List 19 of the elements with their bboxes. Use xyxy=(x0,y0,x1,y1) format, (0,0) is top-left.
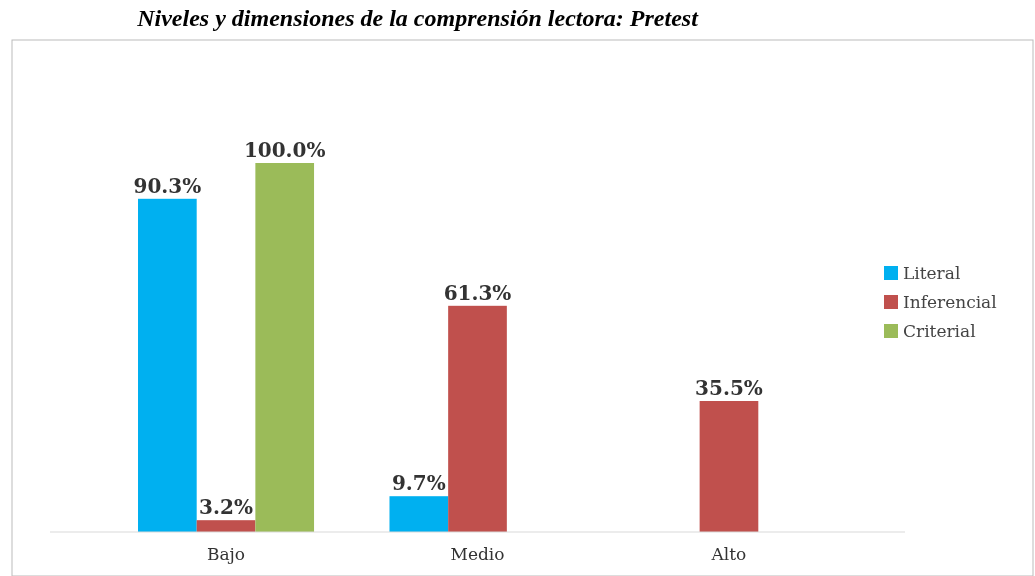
legend-label: Inferencial xyxy=(903,292,997,312)
legend-label: Literal xyxy=(903,263,961,283)
data-label: 61.3% xyxy=(443,280,512,305)
data-label: 9.7% xyxy=(391,471,446,496)
x-tick-label: Bajo xyxy=(206,544,246,564)
data-label: 90.3% xyxy=(133,173,202,198)
x-tick-label: Alto xyxy=(710,544,747,564)
data-label: 100.0% xyxy=(243,138,326,162)
bar xyxy=(255,163,315,532)
bar xyxy=(138,198,197,532)
data-label: 3.2% xyxy=(199,495,253,520)
bar xyxy=(196,520,256,532)
bar xyxy=(699,401,759,532)
bar xyxy=(389,496,449,532)
chart-title: Niveles y dimensiones de la comprensión lectora: Pretest xyxy=(136,5,700,31)
data-label: 35.5% xyxy=(695,376,763,401)
x-tick-label: Medio xyxy=(450,544,505,564)
bar xyxy=(448,305,507,532)
legend-label: Criterial xyxy=(903,321,976,341)
